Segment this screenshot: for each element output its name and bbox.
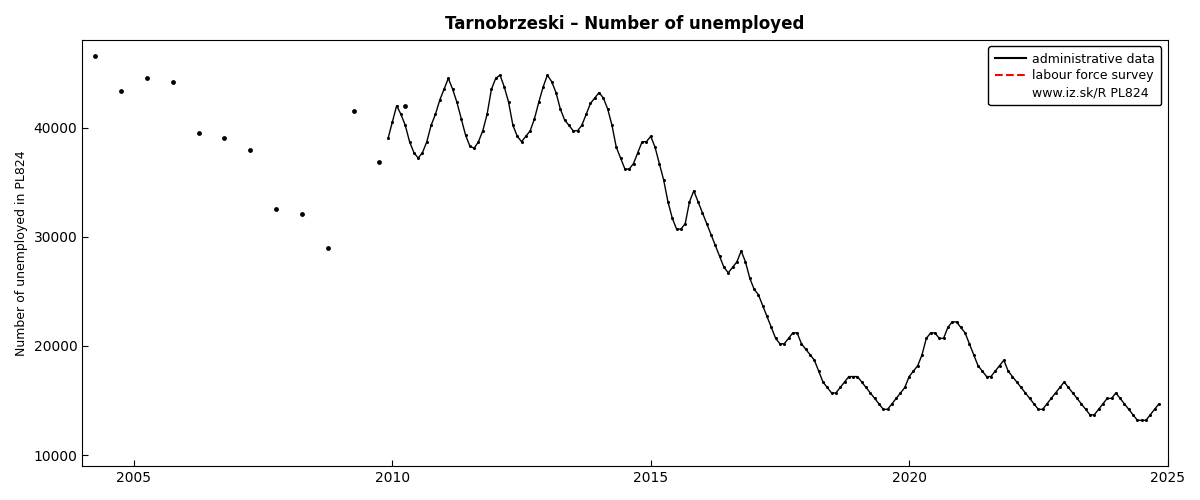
Y-axis label: Number of unemployed in PL824: Number of unemployed in PL824	[14, 150, 28, 356]
Point	[163, 78, 182, 86]
Point	[188, 129, 208, 137]
Title: Tarnobrzeski – Number of unemployed: Tarnobrzeski – Number of unemployed	[445, 15, 804, 33]
Point	[370, 158, 389, 166]
Point	[293, 210, 312, 218]
Point	[112, 88, 131, 96]
Point	[396, 102, 415, 110]
Point	[241, 146, 260, 154]
Point	[344, 107, 364, 115]
Point	[266, 206, 286, 214]
Point	[318, 244, 337, 252]
Point	[85, 52, 104, 60]
Legend: administrative data, labour force survey, www.iz.sk/R PL824: administrative data, labour force survey…	[989, 46, 1162, 106]
Point	[215, 134, 234, 142]
Point	[137, 74, 156, 82]
